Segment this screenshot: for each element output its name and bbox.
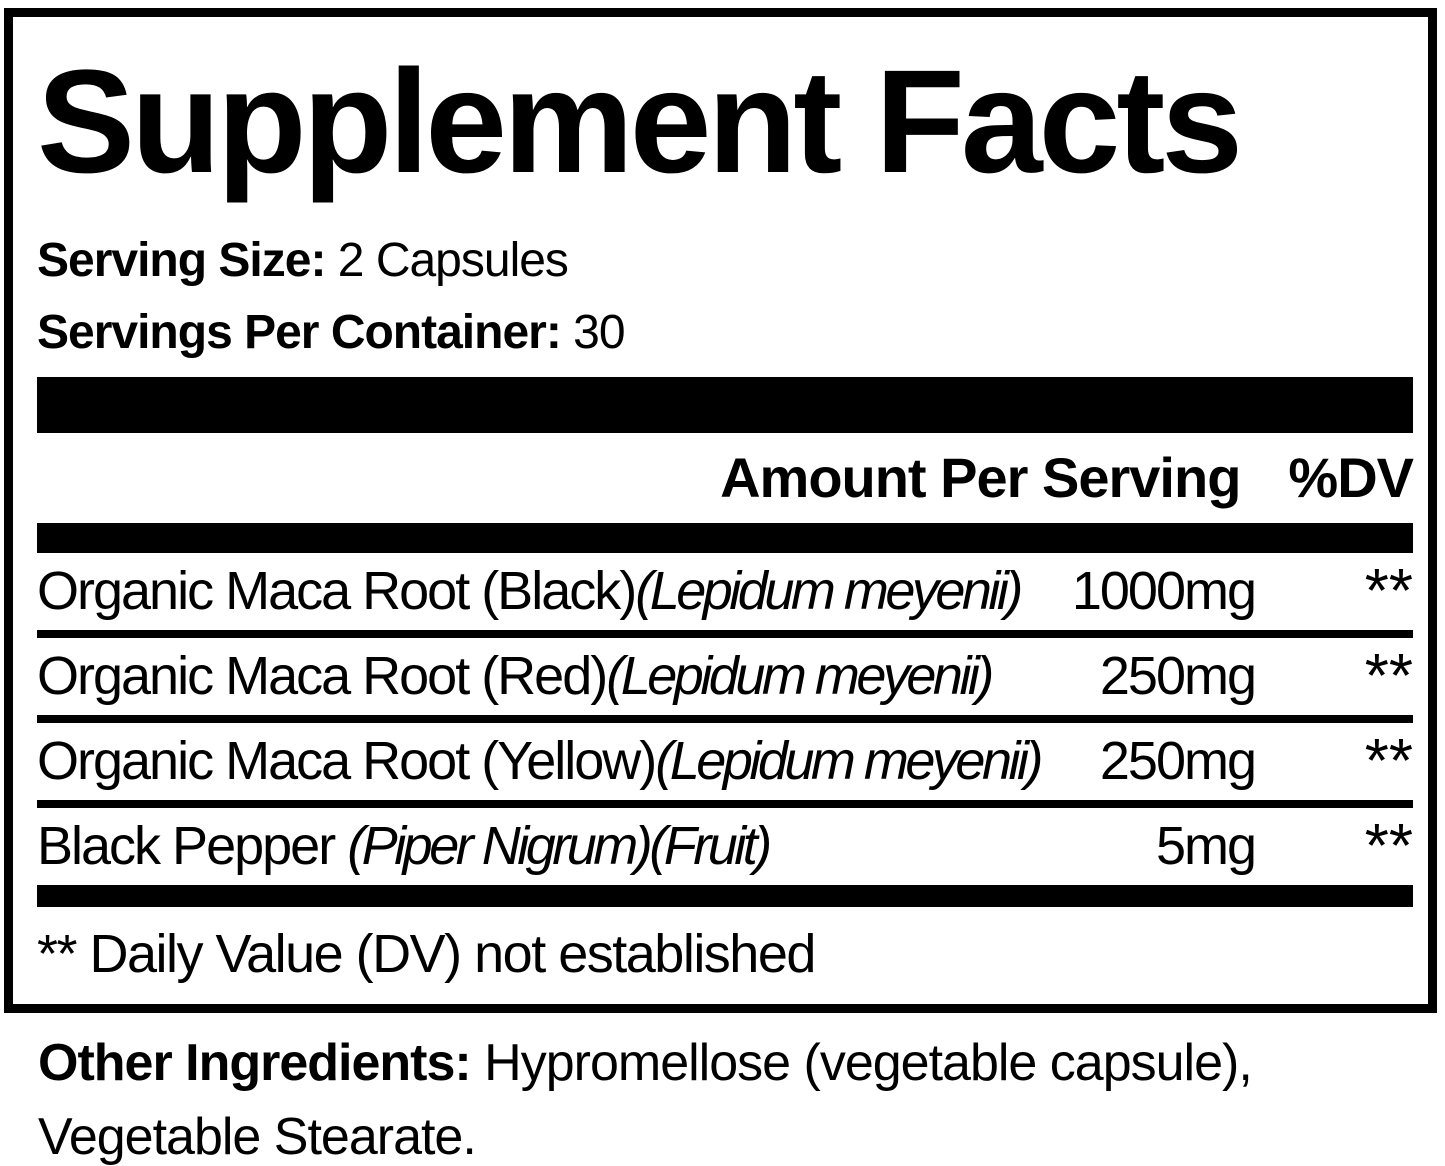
- serving-size-value: 2 Capsules: [337, 233, 569, 287]
- table-row: Organic Maca Root (Black)(Lepidum meyeni…: [37, 553, 1413, 630]
- ingredient-amount: 250mg: [1099, 731, 1257, 792]
- row-separator: [37, 799, 1413, 808]
- servings-per-container-label: Servings Per Container:: [37, 305, 562, 359]
- ingredient-name-text: Black Pepper: [37, 816, 348, 877]
- serving-size-label: Serving Size:: [37, 233, 326, 287]
- ingredient-latin-name: (Lepidum meyenii): [606, 646, 994, 707]
- ingredient-dv: **: [1364, 556, 1413, 626]
- servings-per-container-value: 30: [573, 305, 625, 359]
- serving-size-line: Serving Size: 2 Capsules: [37, 225, 1413, 297]
- ingredient-name-text: Organic Maca Root (Black): [37, 561, 637, 622]
- row-separator: [37, 714, 1413, 723]
- ingredient-name-text: Organic Maca Root (Yellow): [37, 731, 657, 792]
- ingredient-name: Organic Maca Root (Red)(Lepidum meyenii): [37, 645, 1100, 707]
- ingredient-latin-name: (Lepidum meyenii): [655, 731, 1043, 792]
- servings-per-container-line: Servings Per Container: 30: [37, 297, 1413, 369]
- row-separator: [37, 629, 1413, 638]
- divider-bar-top: [37, 376, 1413, 433]
- divider-bar-header: [37, 522, 1413, 553]
- supplement-facts-box: Supplement Facts Serving Size: 2 Capsule…: [4, 8, 1437, 1013]
- ingredient-amount: 1000mg: [1071, 561, 1257, 622]
- dv-footnote: ** Daily Value (DV) not established: [37, 923, 816, 984]
- divider-bar-bottom: [37, 884, 1413, 907]
- ingredient-name: Organic Maca Root (Yellow)(Lepidum meyen…: [37, 730, 1100, 792]
- ingredient-name-text: Organic Maca Root (Red): [37, 646, 608, 707]
- ingredient-amount: 5mg: [1155, 816, 1257, 877]
- column-header-amount: Amount Per Serving: [720, 446, 1241, 510]
- other-ingredients-label: Other Ingredients:: [38, 1034, 472, 1092]
- table-row: Black Pepper (Piper Nigrum)(Fruit) 5mg *…: [37, 808, 1413, 885]
- other-ingredients-value: Hypromellose (vegetable capsule), Vegeta…: [38, 1034, 1253, 1166]
- table-row: Organic Maca Root (Red)(Lepidum meyenii)…: [37, 638, 1413, 715]
- table-row: Organic Maca Root (Yellow)(Lepidum meyen…: [37, 723, 1413, 800]
- column-header-dv: %DV: [1288, 446, 1414, 510]
- ingredient-dv: **: [1364, 811, 1413, 881]
- ingredient-dv: **: [1364, 641, 1413, 711]
- ingredient-latin-name: (Lepidum meyenii): [635, 561, 1023, 622]
- ingredient-amount: 250mg: [1099, 646, 1257, 707]
- page-title: Supplement Facts: [37, 40, 1243, 204]
- serving-info: Serving Size: 2 Capsules Servings Per Co…: [37, 225, 1413, 369]
- ingredient-dv: **: [1364, 726, 1413, 796]
- ingredient-name: Organic Maca Root (Black)(Lepidum meyeni…: [37, 560, 1072, 622]
- column-header-row: Amount Per Serving %DV: [37, 433, 1414, 523]
- other-ingredients: Other Ingredients: Hypromellose (vegetab…: [38, 1026, 1408, 1166]
- ingredient-latin-name: (Piper Nigrum)(Fruit): [347, 816, 772, 877]
- ingredient-name: Black Pepper (Piper Nigrum)(Fruit): [37, 815, 1156, 877]
